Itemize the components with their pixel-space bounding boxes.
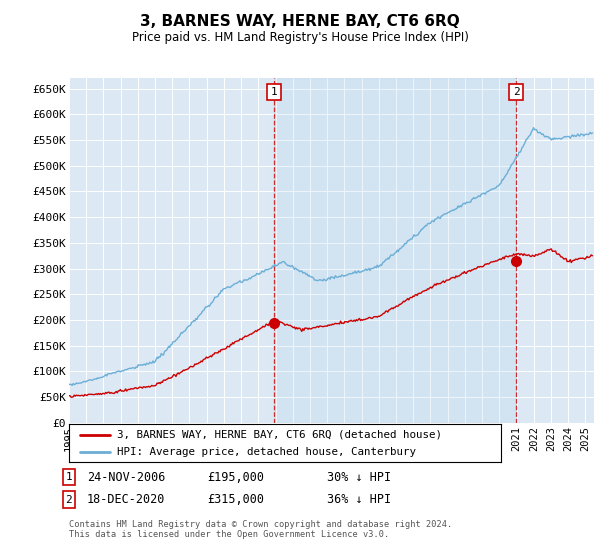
- Text: Contains HM Land Registry data © Crown copyright and database right 2024.
This d: Contains HM Land Registry data © Crown c…: [69, 520, 452, 539]
- Bar: [274, 78, 516, 423]
- Text: 30% ↓ HPI: 30% ↓ HPI: [327, 470, 391, 484]
- Text: 36% ↓ HPI: 36% ↓ HPI: [327, 493, 391, 506]
- Text: £195,000: £195,000: [207, 470, 264, 484]
- Text: 24-NOV-2006: 24-NOV-2006: [87, 470, 166, 484]
- Text: 2: 2: [65, 494, 73, 505]
- Text: £315,000: £315,000: [207, 493, 264, 506]
- Text: 3, BARNES WAY, HERNE BAY, CT6 6RQ (detached house): 3, BARNES WAY, HERNE BAY, CT6 6RQ (detac…: [116, 430, 442, 440]
- Text: 1: 1: [271, 87, 278, 97]
- Text: Price paid vs. HM Land Registry's House Price Index (HPI): Price paid vs. HM Land Registry's House …: [131, 31, 469, 44]
- Text: 1: 1: [65, 472, 73, 482]
- Text: 2: 2: [512, 87, 520, 97]
- Text: HPI: Average price, detached house, Canterbury: HPI: Average price, detached house, Cant…: [116, 447, 416, 458]
- Text: 3, BARNES WAY, HERNE BAY, CT6 6RQ: 3, BARNES WAY, HERNE BAY, CT6 6RQ: [140, 14, 460, 29]
- Text: 18-DEC-2020: 18-DEC-2020: [87, 493, 166, 506]
